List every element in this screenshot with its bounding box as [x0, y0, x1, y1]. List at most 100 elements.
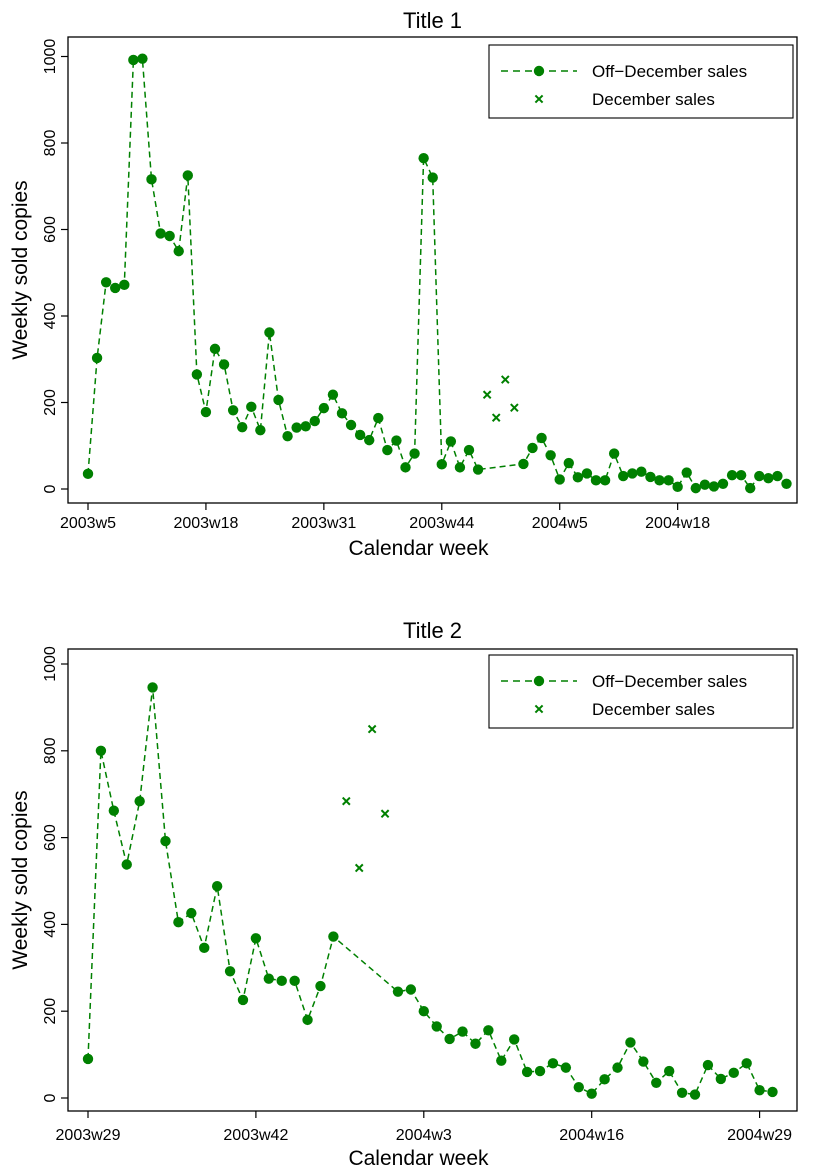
- data-point-off-december: [211, 881, 223, 892]
- data-point-off-december: [291, 422, 302, 433]
- x-tick-label: 2003w31: [291, 515, 356, 532]
- x-marker-stroke: [500, 375, 510, 384]
- x-tick-label: 2004w3: [396, 1127, 452, 1144]
- data-point-off-december: [618, 470, 629, 482]
- data-point-off-december: [128, 54, 139, 66]
- data-point-off-december: [327, 389, 339, 400]
- data-point-off-december: [300, 421, 311, 432]
- data-point-off-december: [289, 975, 300, 987]
- data-point-off-december: [508, 1034, 520, 1045]
- data-point-off-december: [391, 435, 402, 446]
- data-point-off-december: [536, 432, 547, 444]
- data-point-off-december: [354, 429, 366, 441]
- data-point-off-december: [534, 1065, 546, 1077]
- x-tick-label: 2004w29: [727, 1127, 792, 1144]
- data-point-off-december: [470, 1038, 481, 1049]
- data-point-off-december: [728, 1067, 739, 1079]
- legend-box: [488, 654, 794, 729]
- data-point-off-december: [147, 682, 158, 693]
- data-point-off-december: [545, 450, 556, 461]
- data-point-off-december: [612, 1062, 623, 1073]
- data-point-off-december: [264, 327, 275, 338]
- y-axis-label: Weekly sold copies: [9, 790, 32, 969]
- x-tick-label: 2003w5: [60, 515, 116, 532]
- y-tick-label: 400: [42, 911, 59, 938]
- data-point-off-december: [209, 343, 221, 355]
- data-point-off-december: [309, 415, 320, 427]
- data-point-off-december: [173, 917, 184, 928]
- y-tick-label: 0: [42, 1093, 59, 1102]
- data-point-off-december: [382, 444, 393, 456]
- data-point-off-december: [699, 479, 711, 490]
- legend-label-december: December sales: [592, 90, 715, 109]
- data-point-off-december: [146, 174, 157, 185]
- data-point-off-december: [364, 434, 375, 446]
- data-point-off-december: [436, 459, 447, 470]
- legend-x-marker: [534, 94, 544, 104]
- x-marker-stroke: [491, 413, 501, 422]
- y-tick-label: 1000: [42, 39, 59, 75]
- data-point-off-december: [608, 448, 620, 459]
- y-tick-label: 0: [42, 484, 59, 493]
- y-tick-label: 1000: [42, 646, 59, 682]
- data-point-off-december: [772, 470, 783, 482]
- data-point-off-december: [702, 1059, 714, 1071]
- x-marker-stroke: [510, 403, 519, 412]
- data-point-off-december: [444, 1033, 455, 1045]
- y-tick-label: 200: [42, 389, 59, 416]
- x-tick-label: 2003w42: [223, 1127, 288, 1144]
- data-point-off-december: [282, 431, 293, 442]
- data-point-off-december: [651, 1077, 662, 1089]
- legend-x-marker: [534, 704, 544, 714]
- data-point-off-december: [302, 1014, 313, 1026]
- data-point-off-december: [110, 282, 121, 294]
- data-point-december: [510, 403, 519, 412]
- x-axis-label: Calendar week: [348, 537, 489, 560]
- data-point-off-december: [445, 436, 457, 447]
- data-point-off-december: [483, 1025, 494, 1036]
- data-point-off-december: [91, 352, 103, 364]
- x-marker-stroke: [341, 796, 351, 806]
- data-point-off-december: [400, 462, 411, 473]
- series-line-off-december: [87, 57, 787, 490]
- x-tick-label: 2004w5: [532, 515, 588, 532]
- legend-label-off-december: Off−December sales: [592, 62, 747, 81]
- data-point-off-december: [454, 462, 466, 473]
- data-point-off-december: [95, 745, 107, 756]
- legend-label-december: December sales: [592, 700, 715, 719]
- data-point-off-december: [237, 994, 249, 1006]
- data-point-off-december: [689, 1089, 701, 1100]
- data-point-december: [367, 724, 377, 734]
- data-point-december: [354, 863, 364, 873]
- data-point-off-december: [708, 481, 720, 492]
- data-point-off-december: [336, 408, 348, 419]
- chart-panel-2: Title 2 0 200 400 600 800 1000 2003w29 2003w42 20…: [9, 618, 798, 1169]
- data-point-off-december: [82, 468, 94, 480]
- data-point-off-december: [599, 1074, 610, 1085]
- data-point-off-december: [134, 795, 145, 807]
- data-point-off-december: [638, 1056, 649, 1067]
- data-point-off-december: [676, 1087, 688, 1098]
- data-point-off-december: [164, 230, 175, 242]
- data-point-off-december: [463, 444, 475, 456]
- data-point-off-december: [418, 1006, 429, 1017]
- series-line-off-december: [87, 687, 773, 1096]
- data-point-off-december: [717, 478, 729, 490]
- data-point-off-december: [182, 170, 193, 181]
- data-point-december: [491, 413, 501, 422]
- data-point-off-december: [328, 931, 339, 942]
- data-point-off-december: [599, 475, 611, 486]
- data-point-off-december: [527, 442, 538, 454]
- data-point-december: [482, 390, 492, 400]
- chart-title: Title 1: [403, 8, 462, 33]
- data-point-off-december: [636, 466, 647, 477]
- data-point-off-december: [563, 457, 574, 469]
- data-point-off-december: [373, 412, 384, 424]
- data-point-off-december: [227, 405, 239, 416]
- legend-dot-off-december: [533, 675, 545, 687]
- data-point-off-december: [581, 468, 593, 479]
- data-point-off-december: [218, 359, 230, 370]
- data-point-off-december: [754, 1084, 765, 1096]
